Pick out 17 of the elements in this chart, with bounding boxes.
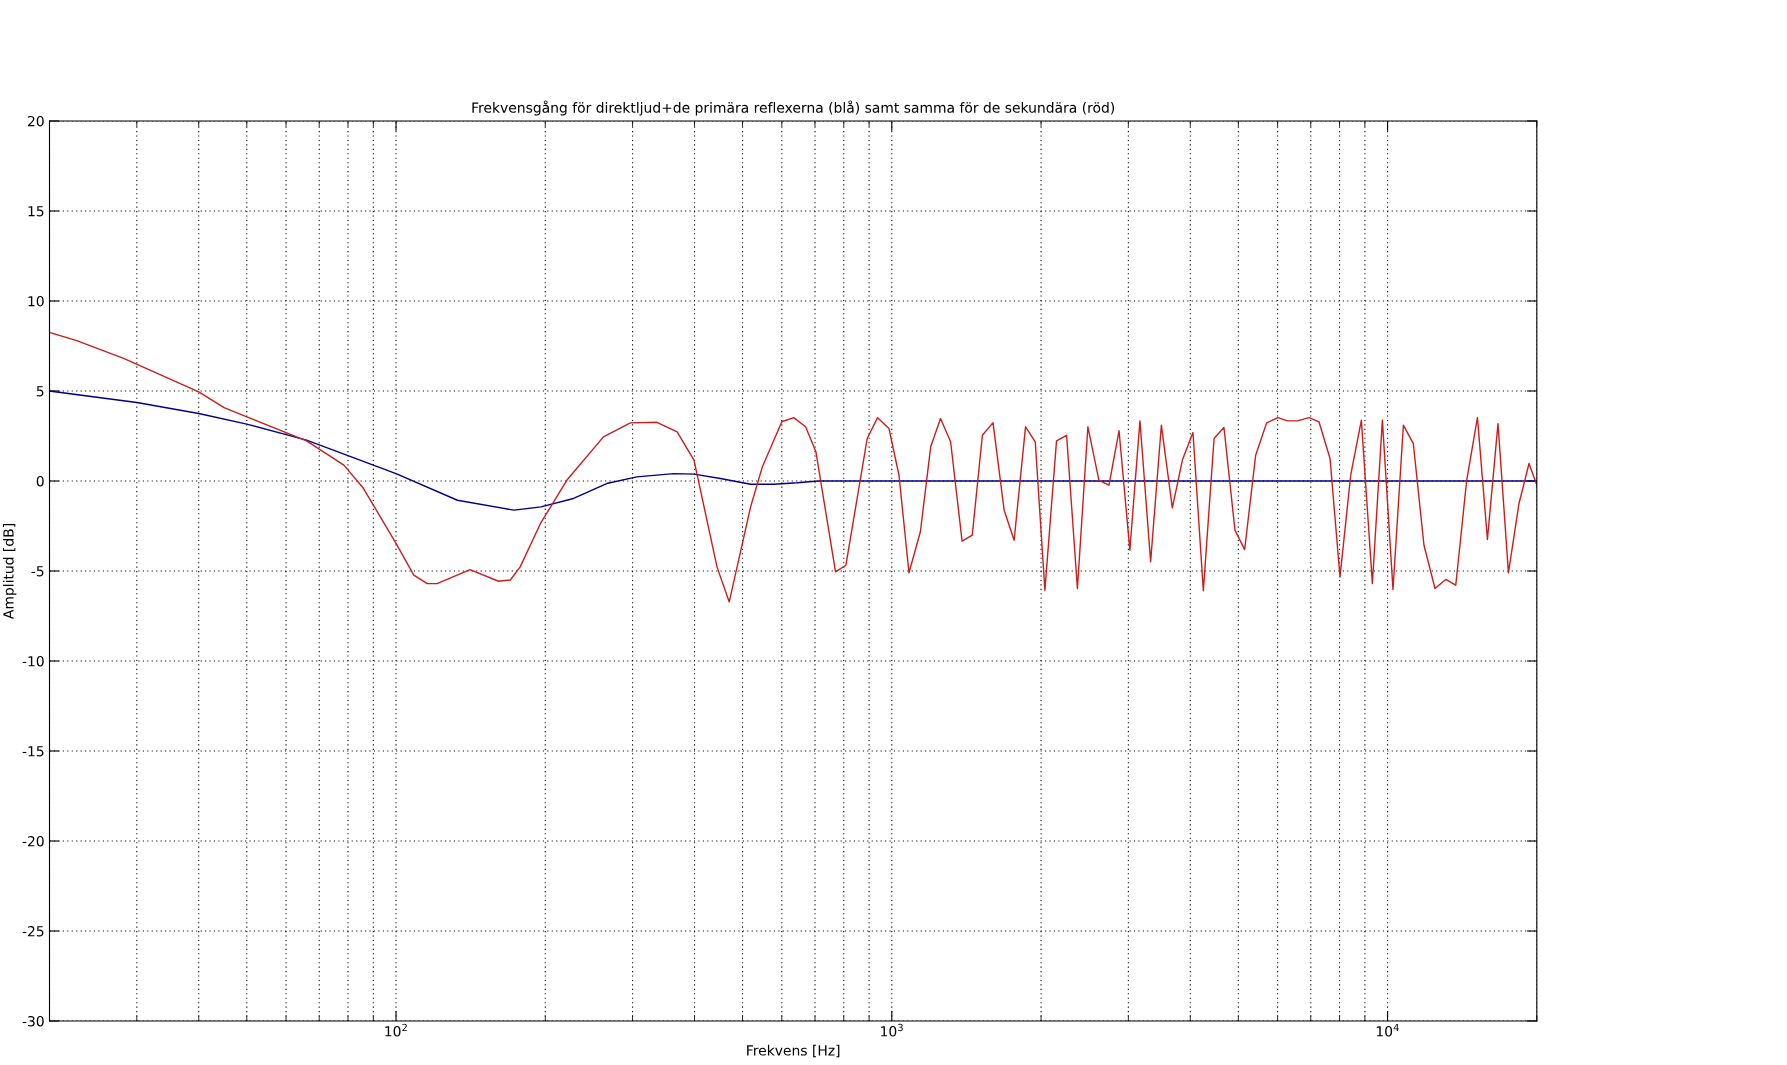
y-tick-label: -15 <box>22 746 44 757</box>
y-tick-label: 0 <box>36 475 44 487</box>
y-tick-label: -5 <box>31 566 44 577</box>
x-tick-label: 10$^{3}$ <box>881 1023 903 1037</box>
x-tick-label: 10$^{2}$ <box>385 1023 407 1037</box>
y-tick-label: 10 <box>28 295 44 307</box>
x-axis-title: Frekvens [Hz] <box>747 1044 840 1058</box>
x-tick-label: 10$^{4}$ <box>1376 1023 1399 1037</box>
y-tick-label: 15 <box>28 206 44 217</box>
y-axis-title: Amplitud [dB] <box>2 524 17 619</box>
chart-title: Frekvensgång för direktljud+de primära reflexerna (blå) samt samma för de sekundära (röd) <box>472 100 1115 116</box>
y-tick-label: -30 <box>22 1015 44 1027</box>
y-tick-label: -25 <box>22 925 44 937</box>
y-tick-label: 20 <box>27 115 44 127</box>
y-tick-label: -20 <box>22 835 44 847</box>
y-tick-label: -10 <box>22 655 44 667</box>
y-tick-label: 5 <box>36 386 44 397</box>
